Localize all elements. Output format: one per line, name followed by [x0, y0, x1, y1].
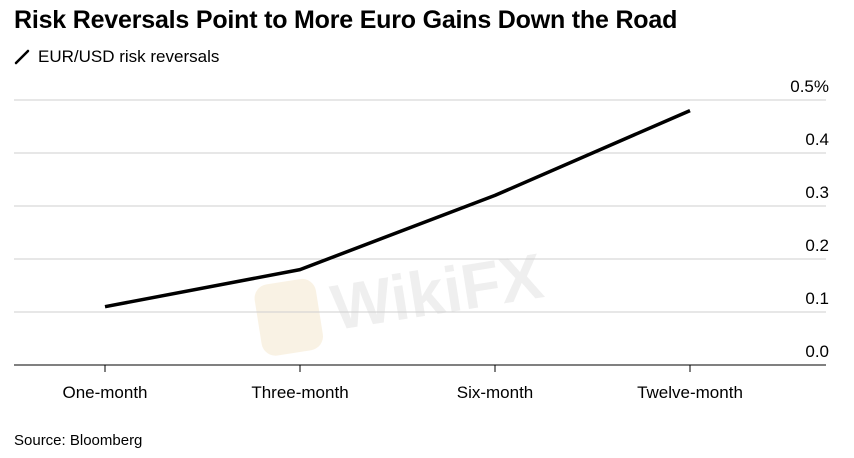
- chart-title: Risk Reversals Point to More Euro Gains …: [14, 6, 678, 34]
- y-tick-label: 0.3: [805, 183, 829, 202]
- legend: EUR/USD risk reversals: [14, 47, 219, 67]
- watermark: WikiFX: [254, 240, 548, 356]
- x-tick-label: One-month: [62, 383, 147, 402]
- y-tick-label: 0.0: [805, 342, 829, 361]
- source-note: Source: Bloomberg: [14, 432, 143, 449]
- x-tick-label: Three-month: [251, 383, 348, 402]
- watermark-text: WikiFX: [326, 240, 548, 344]
- legend-label: EUR/USD risk reversals: [38, 47, 220, 66]
- watermark-logo-icon: [254, 278, 324, 356]
- y-tick-label: 0.2: [805, 236, 829, 255]
- y-tick-label: 0.4: [805, 130, 829, 149]
- legend-line-icon: [14, 49, 30, 65]
- y-tick-label: 0.1: [805, 289, 829, 308]
- y-tick-label: 0.5%: [790, 77, 829, 96]
- x-tick-label: Six-month: [457, 383, 534, 402]
- series-line: [104, 108, 691, 309]
- x-tick-label: Twelve-month: [637, 383, 743, 402]
